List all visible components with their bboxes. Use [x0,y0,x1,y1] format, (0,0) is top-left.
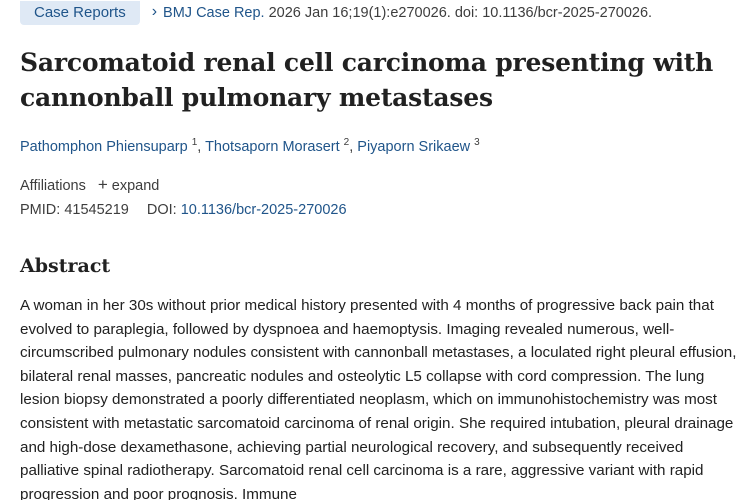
citation-details: 2026 Jan 16;19(1):e270026. doi: 10.1136/… [268,5,653,21]
author-link[interactable]: Piyaporn Srikaew [357,139,471,155]
journal-link[interactable]: BMJ Case Rep. [163,5,265,21]
citation-bar: Case Reports › BMJ Case Rep. 2026 Jan 16… [20,0,652,26]
chevron-right-icon[interactable]: › [151,3,158,20]
affiliation-ref[interactable]: 1 [191,137,198,148]
expand-affiliations-button[interactable]: + expand [97,175,160,194]
plus-icon: + [97,175,108,194]
identifiers-row: PMID: 41545219 DOI: 10.1136/bcr-2025-270… [20,202,347,218]
pmid-label: PMID: [20,202,61,218]
authors-list: Pathomphon Phiensuparp 1, Thotsaporn Mora… [20,137,480,155]
abstract-heading: Abstract [20,255,111,277]
doi-label: DOI: [146,202,177,218]
affiliation-ref[interactable]: 2 [343,137,350,148]
author-link[interactable]: Thotsaporn Morasert [205,139,340,155]
abstract-text: A woman in her 30s without prior medical… [20,297,737,500]
pmid-value: 41545219 [64,202,129,218]
publication-type-badge[interactable]: Case Reports [20,1,140,25]
affiliation-ref[interactable]: 3 [474,137,480,148]
affiliations-label: Affiliations [20,178,86,194]
doi-link[interactable]: 10.1136/bcr-2025-270026 [180,202,347,218]
expand-label: expand [111,178,160,194]
article-title: Sarcomatoid renal cell carcinoma present… [20,48,714,112]
author-separator: , [197,139,202,155]
author-link[interactable]: Pathomphon Phiensuparp [20,139,188,155]
author-separator: , [349,139,354,155]
affiliations-row: Affiliations + expand [20,175,159,195]
